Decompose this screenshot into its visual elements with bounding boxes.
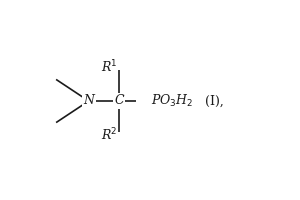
Text: (I),: (I), [205, 95, 224, 108]
Text: R$^1$: R$^1$ [101, 59, 118, 75]
Text: N: N [83, 95, 94, 108]
Text: PO$_3$H$_2$: PO$_3$H$_2$ [152, 93, 194, 109]
Text: C: C [114, 95, 124, 108]
Text: R$^2$: R$^2$ [101, 127, 118, 143]
